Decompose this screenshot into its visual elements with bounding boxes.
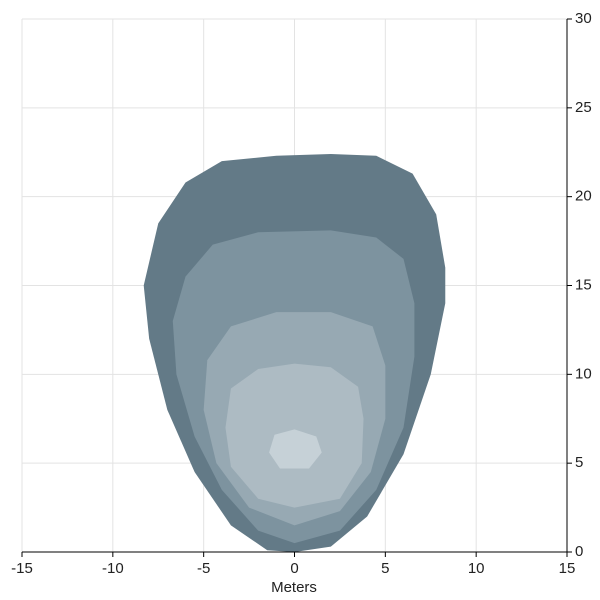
x-tick-label: 0 [290,560,298,577]
y-tick-label: 25 [575,99,592,116]
x-tick-label: -5 [197,560,210,577]
x-tick-label: 10 [468,560,485,577]
x-tick-label: 15 [559,560,576,577]
contour-region [269,429,322,469]
y-tick-label: 30 [575,10,592,27]
x-tick-label: -15 [11,560,33,577]
x-axis-label: Meters [271,579,317,596]
y-tick-label: 5 [575,454,583,471]
x-tick-label: -10 [102,560,124,577]
y-tick-label: 10 [575,365,592,382]
x-tick-label: 5 [381,560,389,577]
y-tick-label: 0 [575,543,583,560]
y-tick-label: 20 [575,188,592,205]
y-tick-label: 15 [575,276,592,293]
